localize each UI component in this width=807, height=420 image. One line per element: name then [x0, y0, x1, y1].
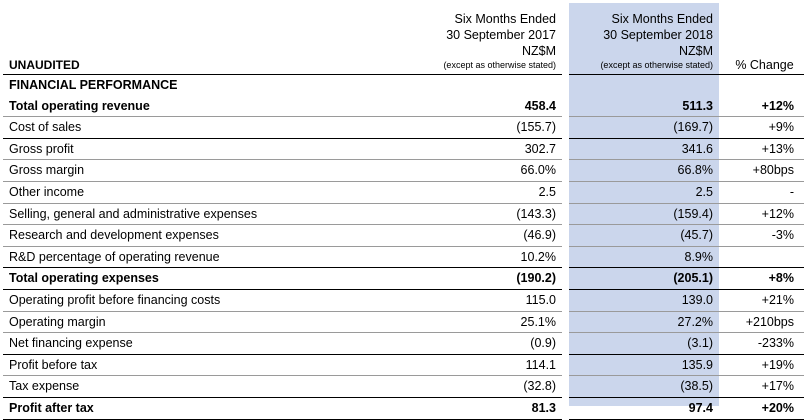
- table-body: Total operating revenue 458.4 511.3 +12% Cos…: [3, 96, 804, 420]
- row-value-2017: 66.0%: [421, 159, 562, 182]
- header-period-2018-line1: Six Months Ended: [611, 12, 713, 26]
- row-value-2017: 114.1: [421, 353, 562, 376]
- row-value-2017: 115.0: [421, 288, 562, 312]
- table-row: Gross margin 66.0% 66.8% +80bps: [3, 159, 804, 182]
- row-value-2017: (155.7): [421, 116, 562, 139]
- row-value-2017: (190.2): [421, 267, 562, 290]
- header-period-2017-line2: 30 September 2017: [446, 28, 556, 42]
- row-label: Other income: [3, 180, 421, 204]
- row-value-2018: 139.0: [569, 288, 719, 312]
- table-row: R&D percentage of operating revenue 10.2%…: [3, 245, 804, 268]
- table-row: Total operating revenue 458.4 511.3 +12%: [3, 96, 804, 117]
- row-value-2018: (159.4): [569, 202, 719, 225]
- row-value-2018: 8.9%: [569, 245, 719, 268]
- row-label: Operating margin: [3, 310, 421, 333]
- table-row: Operating margin 25.1% 27.2% +210bps: [3, 310, 804, 333]
- row-value-2018: (3.1): [569, 332, 719, 355]
- row-value-2017: 25.1%: [421, 310, 562, 333]
- row-label: Cost of sales: [3, 116, 421, 139]
- row-change: [719, 245, 804, 268]
- row-change: -233%: [719, 332, 804, 355]
- table-row: Net financing expense (0.9) (3.1) -233%: [3, 332, 804, 355]
- header-period-2017-line1: Six Months Ended: [454, 12, 556, 26]
- row-change: +17%: [719, 375, 804, 398]
- header-row: UNAUDITED Six Months Ended 30 September …: [3, 3, 804, 75]
- financial-table-page: UNAUDITED Six Months Ended 30 September …: [3, 3, 804, 420]
- row-change: +12%: [719, 202, 804, 225]
- header-period-2018: Six Months Ended 30 September 2018 NZ$M …: [569, 3, 719, 75]
- row-value-2018: 66.8%: [569, 159, 719, 182]
- financial-performance-table: UNAUDITED Six Months Ended 30 September …: [3, 3, 804, 420]
- header-period-2018-note: (except as otherwise stated): [600, 60, 713, 70]
- table-row: Research and development expenses (46.9) (…: [3, 224, 804, 247]
- row-value-2018: (45.7): [569, 224, 719, 247]
- row-value-2017: 81.3: [421, 396, 562, 420]
- row-value-2018: 2.5: [569, 180, 719, 204]
- row-value-2018: 97.4: [569, 396, 719, 420]
- table-row: Selling, general and administrative expe…: [3, 202, 804, 225]
- header-period-2018-unit: NZ$M: [678, 44, 713, 58]
- row-change: -3%: [719, 224, 804, 247]
- header-label: UNAUDITED: [9, 58, 80, 72]
- row-value-2017: (143.3): [421, 202, 562, 225]
- table-row: Total operating expenses (190.2) (205.1) +8…: [3, 267, 804, 290]
- row-label: Profit after tax: [3, 396, 421, 420]
- row-label: Gross profit: [3, 137, 421, 160]
- row-value-2018: 511.3: [682, 98, 713, 113]
- row-label: Profit before tax: [3, 353, 421, 376]
- row-change: +210bps: [719, 310, 804, 333]
- table-row: Profit before tax 114.1 135.9 +19%: [3, 353, 804, 376]
- row-value-2018: (205.1): [569, 267, 719, 290]
- row-label: R&D percentage of operating revenue: [3, 245, 421, 268]
- row-value-2017: 10.2%: [421, 245, 562, 268]
- header-period-2017-unit: NZ$M: [521, 44, 556, 58]
- section-title: FINANCIAL PERFORMANCE: [3, 73, 421, 96]
- row-change: +21%: [719, 288, 804, 312]
- header-period-2018-line2: 30 September 2018: [603, 28, 713, 42]
- row-change: +9%: [719, 116, 804, 139]
- header-period-2017-note: (except as otherwise stated): [443, 60, 556, 70]
- table-row: Operating profit before financing costs 1…: [3, 288, 804, 312]
- row-label: Net financing expense: [3, 332, 421, 355]
- row-value-2017: 458.4: [524, 98, 556, 113]
- row-value-2018: 135.9: [569, 353, 719, 376]
- table-row: Gross profit 302.7 341.6 +13%: [3, 137, 804, 160]
- row-value-2018: 341.6: [569, 137, 719, 160]
- section-row: FINANCIAL PERFORMANCE: [3, 73, 804, 96]
- table-row: Profit after tax 81.3 97.4 +20%: [3, 396, 804, 420]
- row-change: +13%: [719, 137, 804, 160]
- table-row: Tax expense (32.8) (38.5) +17%: [3, 375, 804, 398]
- row-value-2018: (38.5): [569, 375, 719, 398]
- row-label: Tax expense: [3, 375, 421, 398]
- table-row: Other income 2.5 2.5-: [3, 180, 804, 204]
- row-change: +8%: [719, 267, 804, 290]
- row-label: Total operating revenue: [9, 98, 150, 113]
- row-label: Selling, general and administrative expe…: [3, 202, 421, 225]
- row-change: +12%: [761, 98, 794, 113]
- row-label: Gross margin: [3, 159, 421, 182]
- row-value-2017: 302.7: [421, 137, 562, 160]
- header-period-2017: Six Months Ended 30 September 2017 NZ$M …: [421, 3, 562, 75]
- row-value-2018: 27.2%: [569, 310, 719, 333]
- row-change: +80bps: [719, 159, 804, 182]
- row-label: Research and development expenses: [3, 224, 421, 247]
- row-change: -: [719, 180, 804, 204]
- row-change: +19%: [719, 353, 804, 376]
- row-label: Total operating expenses: [3, 267, 421, 290]
- header-change: % Change: [735, 57, 794, 72]
- row-value-2017: 2.5: [421, 180, 562, 204]
- row-value-2017: (32.8): [421, 375, 562, 398]
- row-label: Operating profit before financing costs: [3, 288, 421, 312]
- table-row: Cost of sales (155.7) (169.7) +9%: [3, 116, 804, 139]
- row-value-2017: (46.9): [421, 224, 562, 247]
- row-change: +20%: [719, 396, 804, 420]
- row-value-2018: (169.7): [569, 116, 719, 139]
- row-value-2017: (0.9): [421, 332, 562, 355]
